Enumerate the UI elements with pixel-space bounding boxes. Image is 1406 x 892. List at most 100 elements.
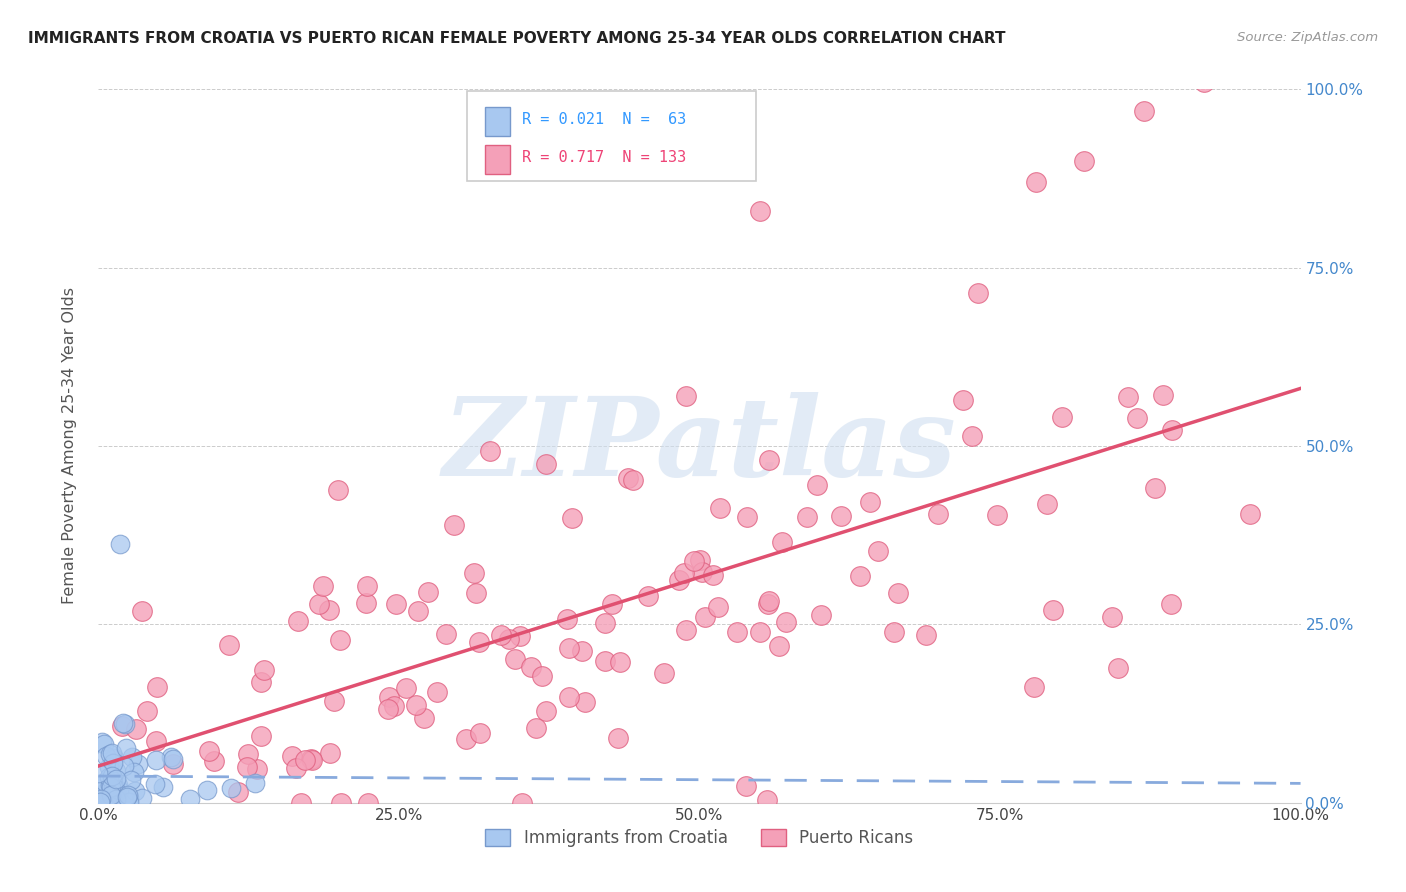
Point [94,791,117,805]
Point [162,757,184,772]
Point [110,536,132,550]
Point [93,775,115,789]
Point [127,757,149,772]
Point [228,785,250,799]
Point [960,429,983,443]
Point [100,780,122,795]
Point [1035,497,1057,511]
Point [617,470,640,484]
Point [253,664,276,678]
Point [561,511,583,525]
Point [709,500,731,515]
Point [1133,103,1156,118]
Point [96,784,118,798]
Point [290,796,312,810]
Point [689,553,711,567]
Point [1144,481,1167,495]
Point [1024,680,1046,694]
Point [301,754,323,768]
Point [107,778,129,792]
Point [775,615,797,629]
Point [89,789,111,803]
Point [117,788,139,802]
Point [125,723,148,737]
Point [103,794,125,808]
Point [652,666,675,681]
Point [96,794,118,808]
Point [637,589,659,603]
Point [491,628,513,642]
Point [668,574,690,588]
Point [87,765,110,780]
Point [463,566,485,580]
Point [683,554,706,568]
Point [914,628,936,642]
Point [756,793,779,807]
Point [810,607,832,622]
Point [281,748,304,763]
Point [105,791,128,805]
Point [356,579,378,593]
Point [124,784,146,798]
Point [520,659,543,673]
Point [98,777,121,791]
Point [89,793,111,807]
Point [690,566,713,580]
Point [443,518,465,533]
Point [796,509,818,524]
Point [377,690,399,705]
Point [883,625,905,640]
Point [621,473,644,487]
Legend: Immigrants from Croatia, Puerto Ricans: Immigrants from Croatia, Puerto Ricans [477,821,922,855]
Point [1194,75,1216,89]
Point [382,699,405,714]
Point [219,781,242,796]
Point [236,747,259,761]
Point [859,495,882,509]
Point [319,746,342,760]
Point [758,453,780,467]
Text: ZIPatlas: ZIPatlas [443,392,956,500]
Point [89,795,111,809]
Point [356,596,378,610]
Point [986,508,1008,523]
Point [675,623,697,637]
Point [131,790,153,805]
Point [120,773,142,788]
Point [198,744,221,758]
Point [468,726,491,740]
Point [510,796,533,810]
Point [246,762,269,776]
Point [413,711,436,725]
Point [672,566,695,581]
Point [748,203,770,218]
Point [100,789,122,803]
Point [1107,661,1129,675]
Point [90,734,112,748]
Point [159,750,181,764]
Point [111,715,134,730]
Point [89,791,111,805]
Point [1116,390,1139,404]
Point [607,731,630,745]
Point [478,444,501,458]
Y-axis label: Female Poverty Among 25-34 Year Olds: Female Poverty Among 25-34 Year Olds [62,287,77,605]
Text: Source: ZipAtlas.com: Source: ZipAtlas.com [1237,31,1378,45]
Point [558,690,581,705]
Point [498,632,520,646]
Point [725,624,748,639]
Point [737,509,759,524]
Point [571,644,593,658]
Point [93,738,115,752]
Point [464,586,486,600]
Point [112,759,135,773]
Point [675,389,697,403]
Point [405,698,427,712]
Point [136,704,159,718]
Point [1160,597,1182,611]
Point [600,597,623,611]
Point [468,635,491,649]
Point [329,632,352,647]
Point [868,543,890,558]
Point [456,731,478,746]
